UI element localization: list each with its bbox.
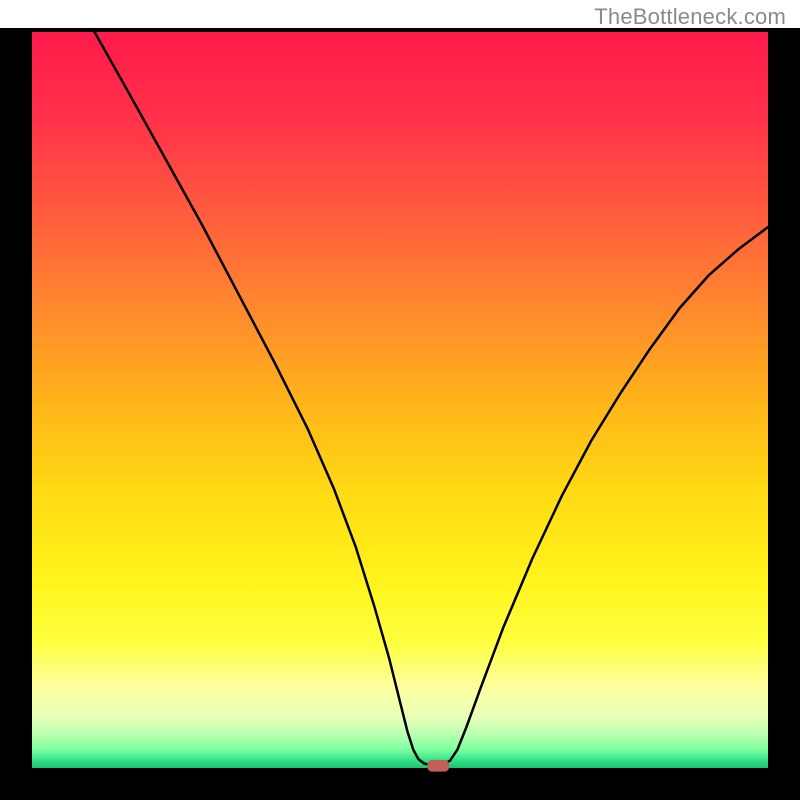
plot-background (32, 32, 768, 768)
bottleneck-curve-chart (0, 0, 800, 800)
chart-container: TheBottleneck.com (0, 0, 800, 800)
watermark-text: TheBottleneck.com (594, 4, 786, 30)
optimal-marker (427, 760, 449, 772)
